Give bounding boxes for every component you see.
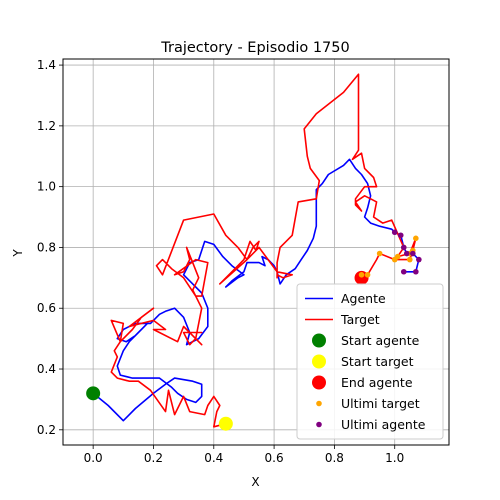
y-tick-label-5: 1.2: [37, 119, 56, 133]
marker-ultimi-agente-7: [400, 268, 407, 275]
marker-ultimi-agente-0: [391, 229, 398, 236]
legend-swatch-start-target: [312, 354, 326, 369]
x-tick-label-3: 0.6: [265, 451, 284, 465]
x-tick-label-5: 1.0: [385, 451, 404, 465]
marker-ultimi-agente-3: [403, 250, 410, 257]
y-tick-label-4: 1.0: [37, 180, 56, 194]
y-axis-label: Y: [11, 249, 25, 258]
legend-label-ultimi-agente: Ultimi agente: [341, 417, 426, 432]
legend: Agente Target Start agente Start target End …: [296, 283, 444, 440]
axes: 0.0 0.2 0.4 0.6 0.8 1.0 0.2 0.4 0.6 0.8 1.0 1.2 1.4: [37, 58, 450, 465]
legend-label-agente: Agente: [341, 291, 386, 306]
marker-ultimi-target-3: [413, 235, 419, 242]
marker-ultimi-agente-1: [397, 232, 404, 239]
legend-label-end-agente: End agente: [341, 375, 413, 390]
legend-swatch-ultimi-agente: [316, 421, 322, 428]
y-tick-label-3: 0.8: [37, 240, 56, 254]
y-tick-label-6: 1.4: [37, 58, 56, 72]
marker-ultimi-agente-2: [400, 244, 407, 251]
marker-ultimi-target-7: [376, 250, 383, 257]
y-tick-label-0: 0.2: [37, 423, 56, 437]
legend-box: [296, 283, 444, 440]
marker-ultimi-target-9: [358, 271, 365, 278]
marker-ultimi-target-5: [406, 256, 413, 263]
legend-label-target: Target: [340, 312, 380, 327]
x-axis-label: X: [251, 475, 259, 489]
legend-swatch-end-agente: [312, 375, 326, 390]
x-tick-label-1: 0.2: [144, 451, 163, 465]
legend-swatch-ultimi-target: [316, 400, 322, 407]
marker-ultimi-agente-5: [416, 256, 422, 263]
legend-label-start-target: Start target: [341, 354, 414, 369]
axes-frame: [62, 58, 450, 446]
marker-ultimi-target-8: [364, 271, 371, 278]
y-tick-label-2: 0.6: [37, 301, 56, 315]
marker-start-agente-0: [86, 386, 101, 401]
series-line-agente: [92, 158, 420, 422]
grid: [63, 59, 449, 445]
legend-swatch-start-agente: [312, 333, 326, 348]
legend-label-ultimi-target: Ultimi target: [341, 396, 420, 411]
legend-label-start-agente: Start agente: [341, 333, 420, 348]
marker-start-target-0: [218, 416, 233, 431]
marker-ultimi-target-6: [391, 256, 398, 263]
series-line-target: [110, 73, 417, 428]
x-tick-label-2: 0.4: [204, 451, 223, 465]
plot-area: [86, 73, 422, 431]
chart-title: Trajectory - Episodio 1750: [160, 40, 349, 56]
marker-ultimi-agente-4: [410, 250, 416, 257]
marker-ultimi-agente-6: [413, 268, 419, 275]
data-layer: [86, 73, 422, 431]
y-tick-label-1: 0.4: [37, 362, 56, 376]
x-tick-label-0: 0.0: [84, 451, 103, 465]
x-tick-label-4: 0.8: [325, 451, 344, 465]
